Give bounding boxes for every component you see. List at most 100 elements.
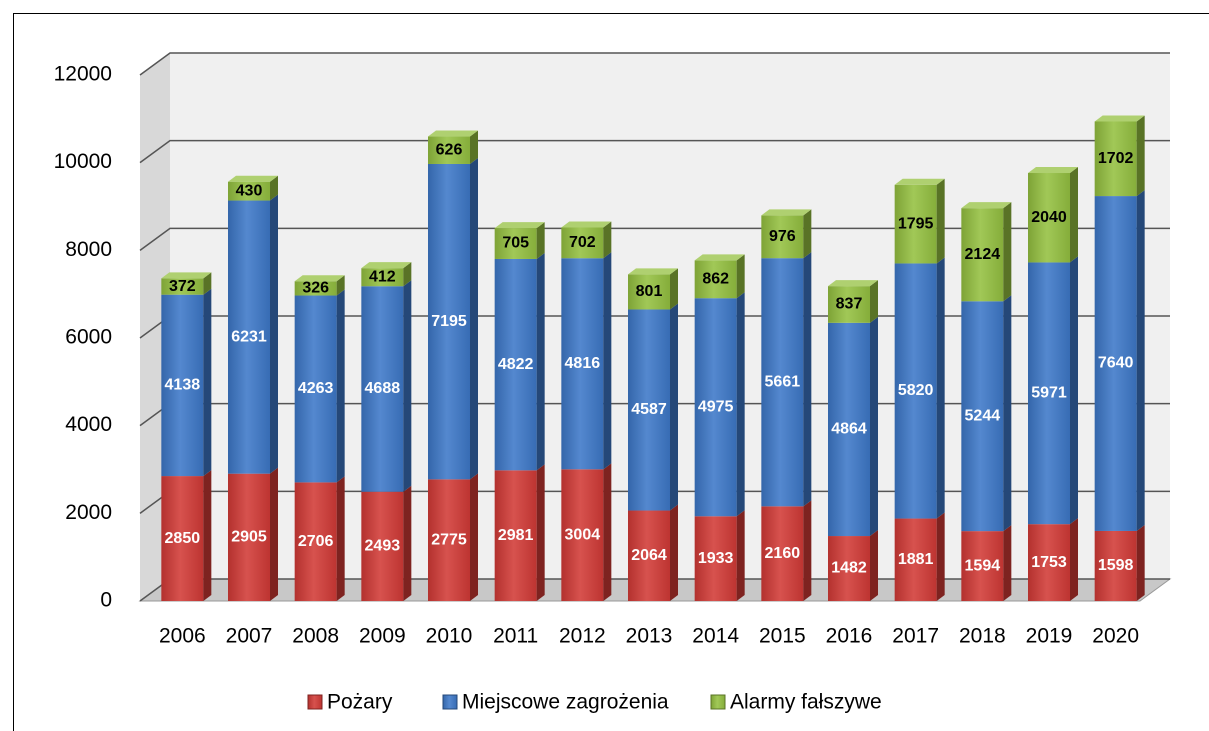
bar-segment xyxy=(894,518,937,601)
bar-side xyxy=(336,275,345,296)
data-label: 6231 xyxy=(231,328,267,345)
bar-top xyxy=(428,130,478,137)
x-tick-label: 2012 xyxy=(559,625,606,648)
x-tick-label: 2015 xyxy=(759,625,806,648)
bar-top xyxy=(294,275,345,282)
data-label: 5661 xyxy=(765,373,801,390)
bar-side xyxy=(403,262,412,287)
data-label: 2160 xyxy=(765,545,801,562)
grid-line xyxy=(139,227,1170,251)
bar-side xyxy=(803,252,812,507)
bar-top xyxy=(161,272,212,279)
data-label: 5820 xyxy=(898,382,934,399)
bar-top xyxy=(694,254,745,261)
x-tick-label: 2006 xyxy=(159,625,206,648)
bar-side xyxy=(936,512,945,601)
x-tick-label: 2010 xyxy=(426,625,473,648)
data-label: 412 xyxy=(369,268,396,285)
legend-label: Pożary xyxy=(327,691,393,714)
x-tick-label: 2013 xyxy=(626,625,673,648)
bar-segment xyxy=(761,258,804,507)
bar-segment xyxy=(694,260,737,299)
bar-segment xyxy=(628,309,670,511)
bar-side xyxy=(1070,518,1078,601)
bar-side xyxy=(336,476,345,601)
data-label: 705 xyxy=(502,235,529,252)
bar-segment xyxy=(428,163,470,480)
bar-segment xyxy=(228,200,270,474)
data-label: 2905 xyxy=(231,529,267,546)
bar-segment xyxy=(694,298,737,517)
y-tick-label: 12000 xyxy=(54,63,112,86)
data-label: 2493 xyxy=(365,538,401,555)
bar-side xyxy=(203,272,212,295)
bar-side xyxy=(1003,295,1012,532)
bar-side xyxy=(536,252,545,471)
x-tick-label: 2016 xyxy=(826,625,873,648)
bar-segment xyxy=(361,491,404,601)
data-label: 372 xyxy=(169,278,196,295)
data-label: 5244 xyxy=(965,407,1001,424)
x-tick-label: 2020 xyxy=(1092,625,1139,648)
data-label: 7195 xyxy=(431,313,467,330)
y-tick-label: 10000 xyxy=(54,150,112,173)
legend-swatch xyxy=(307,694,323,710)
x-tick-label: 2014 xyxy=(692,625,739,648)
bar-side xyxy=(803,209,812,259)
bar-segment xyxy=(294,295,337,483)
data-label: 4975 xyxy=(698,398,734,415)
data-label: 4587 xyxy=(631,401,667,418)
bar-side xyxy=(670,504,678,601)
data-label: 1753 xyxy=(1031,554,1067,571)
bar-segment xyxy=(161,278,204,295)
bar-top xyxy=(761,209,812,216)
x-tick-label: 2019 xyxy=(1026,625,1073,648)
bar-segment xyxy=(1028,173,1070,263)
bar-segment xyxy=(161,476,204,601)
bar-side xyxy=(870,316,878,537)
bar-top xyxy=(1094,115,1145,122)
data-label: 5971 xyxy=(1031,385,1067,402)
x-tick-label: 2011 xyxy=(493,625,538,648)
y-tick-label: 6000 xyxy=(65,326,112,349)
bar-segment xyxy=(494,258,537,471)
bar-side xyxy=(1003,202,1012,302)
bar-segment xyxy=(1028,262,1070,525)
bar-top xyxy=(1028,167,1078,174)
bar-segment xyxy=(294,281,337,296)
data-label: 2124 xyxy=(965,246,1001,263)
bar-segment xyxy=(828,322,870,537)
bar-side xyxy=(1070,167,1078,263)
bar-side xyxy=(670,268,678,310)
bar-top xyxy=(361,262,412,269)
bar-side xyxy=(603,252,612,470)
bar-side xyxy=(870,280,878,323)
bar-segment xyxy=(761,506,804,601)
bar-side xyxy=(736,510,745,601)
bar-side xyxy=(403,280,412,492)
bar-side xyxy=(803,500,812,601)
data-label: 626 xyxy=(436,141,463,158)
x-tick-label: 2009 xyxy=(359,625,406,648)
legend-label: Alarmy fałszywe xyxy=(730,691,882,714)
grid-line xyxy=(139,139,1170,164)
bar-segment xyxy=(294,482,337,601)
legend-label: Miejscowe zagrożenia xyxy=(462,691,669,714)
bar-side xyxy=(270,175,278,201)
bar-segment xyxy=(628,510,670,601)
data-label: 801 xyxy=(636,283,663,300)
bar-segment xyxy=(894,263,937,519)
bar-segment xyxy=(494,470,537,601)
bar-side xyxy=(536,222,545,259)
data-label: 1881 xyxy=(898,551,934,568)
bar-side xyxy=(1136,190,1145,531)
bar-segment xyxy=(961,301,1004,532)
bar-side xyxy=(936,257,945,519)
data-label: 1594 xyxy=(965,557,1001,574)
bar-top xyxy=(494,222,545,229)
bar-segment xyxy=(161,294,204,477)
bar-segment xyxy=(694,516,737,601)
bar-side xyxy=(936,178,945,264)
bar-side xyxy=(603,463,612,601)
bar-top xyxy=(561,221,612,228)
